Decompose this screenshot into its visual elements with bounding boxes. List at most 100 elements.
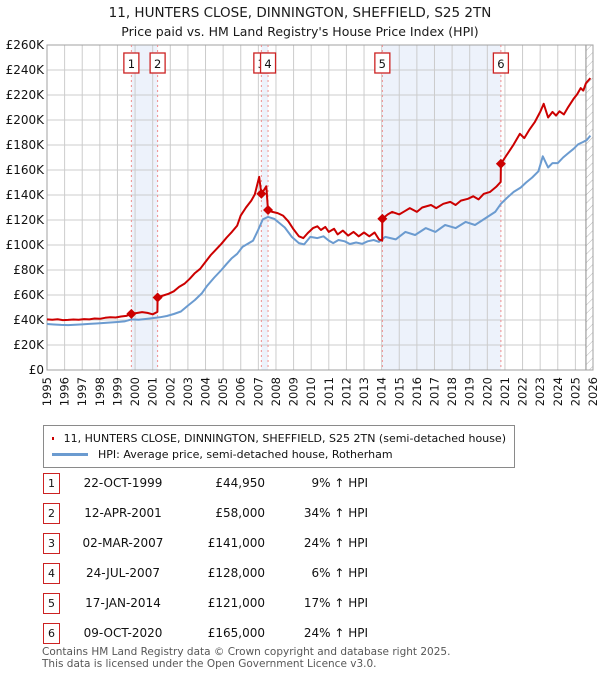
x-axis-tick-label: 2021 <box>498 377 512 406</box>
table-row: 3 02-MAR-2007 £141,000 24% ↑ HPI <box>43 528 368 558</box>
x-axis-tick-label: 2026 <box>586 377 600 406</box>
sale-number-box: 1 <box>123 52 140 74</box>
sale-hpi-delta: 9% ↑ HPI <box>311 476 368 490</box>
copyright-footer: Contains HM Land Registry data © Crown c… <box>42 646 451 670</box>
x-axis-tick-label: 2010 <box>304 377 318 406</box>
sale-number-badge: 6 <box>43 622 60 644</box>
y-axis-tick-label: £20K <box>13 338 45 352</box>
x-axis-tick-label: 2002 <box>163 377 177 406</box>
sale-date: 17-JAN-2014 <box>85 596 161 610</box>
sale-number-badge: 2 <box>43 502 60 524</box>
sale-number-box: 5 <box>374 52 391 74</box>
sale-interval-band <box>131 45 158 370</box>
footer-line2: This data is licensed under the Open Gov… <box>42 657 377 670</box>
sale-marker-diamond <box>256 188 267 199</box>
svg-text:6: 6 <box>497 57 504 71</box>
y-axis-tick-label: £60K <box>13 288 45 302</box>
y-axis-tick-label: £220K <box>6 88 46 102</box>
sale-hpi-delta: 34% ↑ HPI <box>303 506 368 520</box>
hpi-line-swatch <box>52 452 88 456</box>
x-axis-tick-label: 2006 <box>234 377 248 406</box>
page-subtitle: Price paid vs. HM Land Registry's House … <box>121 24 479 39</box>
x-axis-tick-label: 2003 <box>181 377 195 406</box>
sale-number-cell: 6 <box>43 622 67 644</box>
svg-text:1: 1 <box>128 57 135 71</box>
sale-number-badge: 4 <box>43 562 60 584</box>
plot-border <box>46 44 594 371</box>
chart-legend: 11, HUNTERS CLOSE, DINNINGTON, SHEFFIELD… <box>43 425 515 468</box>
x-axis-tick-label: 1997 <box>75 377 89 406</box>
y-axis-tick-label: £140K <box>6 188 46 202</box>
svg-text:2: 2 <box>154 57 161 71</box>
svg-text:4: 4 <box>264 57 271 71</box>
table-row: 2 12-APR-2001 £58,000 34% ↑ HPI <box>43 498 368 528</box>
sale-number-box: 6 <box>492 52 510 74</box>
chart-title-block: 11, HUNTERS CLOSE, DINNINGTON, SHEFFIELD… <box>0 5 600 39</box>
sale-date: 09-OCT-2020 <box>83 626 163 640</box>
sale-price: £121,000 <box>207 596 265 610</box>
sale-number-cell: 1 <box>43 472 67 494</box>
sale-price: £165,000 <box>207 626 265 640</box>
y-axis-tick-label: £0 <box>29 363 44 377</box>
x-axis-tick-label: 2009 <box>287 377 301 406</box>
x-axis-tick-label: 2022 <box>516 377 530 406</box>
sale-number-badge: 1 <box>43 472 60 494</box>
x-axis-tick-label: 2001 <box>146 377 160 406</box>
x-axis-tick-label: 2013 <box>357 377 371 406</box>
x-axis-tick-label: 1998 <box>93 377 107 406</box>
sale-number-cell: 5 <box>43 592 67 614</box>
table-row: 6 09-OCT-2020 £165,000 24% ↑ HPI <box>43 618 368 648</box>
x-axis-tick-label: 1996 <box>58 377 72 406</box>
sale-price: £141,000 <box>207 536 265 550</box>
x-axis-tick-label: 2024 <box>551 377 565 406</box>
y-axis-tick-label: £40K <box>13 313 45 327</box>
sale-marker-diamond <box>152 292 163 303</box>
y-axis-tick-label: £120K <box>6 213 46 227</box>
x-axis-tick-label: 2005 <box>216 377 230 406</box>
sale-number-cell: 2 <box>43 502 67 524</box>
svg-text:5: 5 <box>379 57 386 71</box>
sale-number-badge: 5 <box>43 592 60 614</box>
x-axis-tick-label: 2012 <box>339 377 353 406</box>
sales-table: 1 22-OCT-1999 £44,950 9% ↑ HPI 2 12-APR-2001 £… <box>43 468 368 648</box>
y-axis-tick-label: £200K <box>6 113 46 127</box>
sale-hpi-delta: 24% ↑ HPI <box>303 536 368 550</box>
sale-number-box: 2 <box>149 52 166 74</box>
x-axis-tick-label: 2018 <box>445 377 459 406</box>
x-axis-tick-label: 2023 <box>533 377 547 406</box>
sale-date: 24-JUL-2007 <box>86 566 160 580</box>
sale-number-cell: 4 <box>43 562 67 584</box>
sale-number-box: 4 <box>259 52 277 74</box>
x-axis-tick-label: 2016 <box>410 377 424 406</box>
sale-hpi-delta: 24% ↑ HPI <box>303 626 368 640</box>
x-axis-tick-label: 2011 <box>322 377 336 406</box>
sale-interval-band <box>261 45 269 370</box>
sale-hpi-delta: 17% ↑ HPI <box>303 596 368 610</box>
sale-marker-diamond <box>263 205 274 215</box>
x-axis-tick-label: 2019 <box>463 377 477 406</box>
y-axis-tick-label: £160K <box>6 163 46 177</box>
table-row: 5 17-JAN-2014 £121,000 17% ↑ HPI <box>43 588 368 618</box>
sale-price: £44,950 <box>215 476 265 490</box>
sale-marker-diamond <box>126 308 137 319</box>
sale-date: 02-MAR-2007 <box>82 536 164 550</box>
footer-line1: Contains HM Land Registry data © Crown c… <box>42 646 451 658</box>
x-axis-tick-label: 1999 <box>110 377 124 406</box>
sale-marker-diamond <box>377 213 388 224</box>
x-axis-tick-label: 2020 <box>480 377 494 406</box>
y-axis-tick-label: £260K <box>6 38 46 52</box>
future-hatch-area <box>585 45 593 370</box>
x-axis-tick-label: 2025 <box>568 377 582 406</box>
table-row: 1 22-OCT-1999 £44,950 9% ↑ HPI <box>43 468 368 498</box>
sale-hpi-delta: 6% ↑ HPI <box>311 566 368 580</box>
sale-price: £128,000 <box>207 566 265 580</box>
legend-item-property: 11, HUNTERS CLOSE, DINNINGTON, SHEFFIELD… <box>52 430 506 446</box>
sale-price: £58,000 <box>215 506 265 520</box>
sale-date: 22-OCT-1999 <box>83 476 163 490</box>
y-axis-tick-label: £180K <box>6 138 46 152</box>
page-title: 11, HUNTERS CLOSE, DINNINGTON, SHEFFIELD… <box>108 5 492 21</box>
hpi-line <box>46 134 592 327</box>
x-axis-tick-label: 2014 <box>375 377 389 406</box>
sale-date: 12-APR-2001 <box>84 506 162 520</box>
y-axis-tick-label: £100K <box>6 238 46 252</box>
